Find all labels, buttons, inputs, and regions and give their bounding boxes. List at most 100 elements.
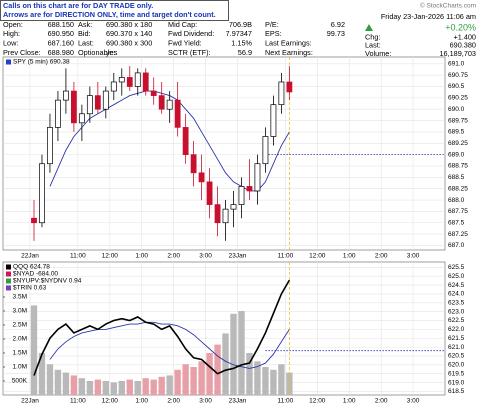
candle-body [190, 154, 197, 174]
candle-body [39, 163, 45, 224]
y-tick-label: 689.75 [448, 117, 468, 124]
quote-label: Mid Cap: [168, 20, 197, 29]
volume-bar [270, 369, 277, 395]
y-tick-label: 690.25 [448, 95, 468, 102]
summary-value: +1.400 [453, 32, 476, 41]
watermark: © StockCharts.com [420, 2, 476, 10]
y-tick-label: 687.0 [448, 242, 465, 249]
candle-body [222, 208, 229, 224]
quote-label: Prev Close: [3, 48, 41, 57]
candle-body [31, 217, 37, 224]
x-tick-label: 11:00 [70, 398, 86, 405]
quote-label: Ask: [78, 20, 92, 29]
candle-body [63, 90, 69, 101]
volume-bar [214, 344, 221, 395]
candle-body [134, 72, 141, 87]
quote-label: EPS: [265, 29, 282, 38]
volume-bar [134, 381, 141, 395]
quote-value: 690.370 x 140 [106, 29, 152, 38]
y-tick-label: 690.75 [448, 72, 468, 79]
legend-swatch [6, 278, 11, 284]
candle-body [150, 90, 157, 96]
quote-value: 706.9B [229, 20, 252, 29]
y-tick-label: 687.5 [448, 219, 465, 226]
quote-label: Last Earnings: [265, 39, 312, 48]
volume-bar [174, 369, 181, 395]
quote-label: Bid: [78, 29, 91, 38]
quote-value: 56.9 [238, 48, 252, 57]
y-tick-label: 622.0 [448, 326, 465, 333]
volume-tick-label: 1.0M [13, 364, 27, 371]
legend-swatch [6, 264, 11, 270]
y-tick-label: 689.5 [448, 129, 465, 136]
x-tick-label: 12:00 [309, 398, 326, 405]
y-tick-label: 691.0 [448, 61, 465, 68]
y-tick-label: 687.25 [448, 231, 468, 238]
legend-label: $TRIN 0.63 [13, 285, 47, 292]
candle-body [238, 186, 245, 205]
volume-bar [150, 379, 157, 395]
quote-label: Last: [78, 39, 94, 48]
candle-body [246, 186, 253, 192]
y-tick-label: 688.25 [448, 185, 468, 192]
volume-bar [238, 311, 245, 395]
candle-body [118, 77, 125, 83]
volume-bar [86, 381, 94, 395]
volume-bar [94, 379, 102, 395]
volume-tick-label: 2.5M [13, 322, 27, 329]
x-tick-label: 11:00 [277, 253, 293, 260]
x-tick-label: 11:00 [277, 398, 293, 405]
volume-bar [190, 367, 197, 395]
y-tick-label: 688.75 [448, 163, 468, 170]
x-tick-label: 3:00 [199, 398, 212, 405]
y-tick-label: 624.0 [448, 291, 465, 298]
volume-bar [118, 381, 125, 395]
quote-value: 1.15% [231, 39, 252, 48]
x-tick-label: 1:00 [135, 398, 148, 405]
candle-body [182, 127, 189, 155]
x-tick-label: 12:00 [102, 253, 119, 260]
x-tick-label: 3:00 [407, 253, 420, 260]
y-tick-label: 622.5 [448, 317, 465, 324]
quote-value: 688.980 [48, 48, 74, 57]
x-tick-label: 2:00 [375, 253, 388, 260]
volume-bar [142, 378, 149, 395]
volume-bar [38, 353, 46, 395]
volume-bar [222, 333, 229, 395]
legend-swatch [6, 59, 11, 65]
legend-swatch [6, 271, 11, 277]
quote-datetime: Friday 23-Jan-2026 11:06 am [381, 12, 476, 21]
y-tick-label: 624.5 [448, 282, 465, 289]
quote-label: Fwd Yield: [168, 39, 202, 48]
quote-label: SCTR (ETF): [168, 48, 211, 57]
volume-tick-label: 3.0M [13, 308, 27, 315]
volume-bar [262, 367, 269, 395]
volume-bar [166, 375, 173, 395]
volume-bar [246, 353, 253, 395]
x-tick-label: 1:00 [343, 253, 356, 260]
y-tick-label: 621.5 [448, 335, 465, 342]
y-tick-label: 618.5 [448, 388, 465, 395]
y-tick-label: 688.5 [448, 174, 465, 181]
quote-label: Optionable: [78, 48, 115, 57]
y-tick-label: 620.0 [448, 362, 465, 369]
y-tick-label: 625.0 [448, 273, 465, 280]
candle-body [166, 99, 173, 110]
quote-label: Open: [3, 20, 23, 29]
candle-body [158, 95, 165, 110]
y-tick-label: 625.5 [448, 264, 465, 271]
quote-label: High: [3, 29, 20, 38]
quote-value: 7.97347 [226, 29, 252, 38]
quote-value: 690.380 x 300 [106, 39, 152, 48]
legend-label: $NYAD -684.00 [13, 271, 58, 278]
summary-value: 690.380 [450, 41, 476, 50]
quote-value: 687.160 [48, 39, 74, 48]
y-tick-label: 620.5 [448, 353, 465, 360]
quote-value: 690.380 x 180 [106, 20, 152, 29]
x-tick-label: 3:00 [407, 398, 420, 405]
quote-label: P/E: [265, 20, 279, 29]
y-tick-label: 621.0 [448, 344, 465, 351]
candle-body [174, 99, 181, 128]
legend-swatch [6, 285, 11, 291]
